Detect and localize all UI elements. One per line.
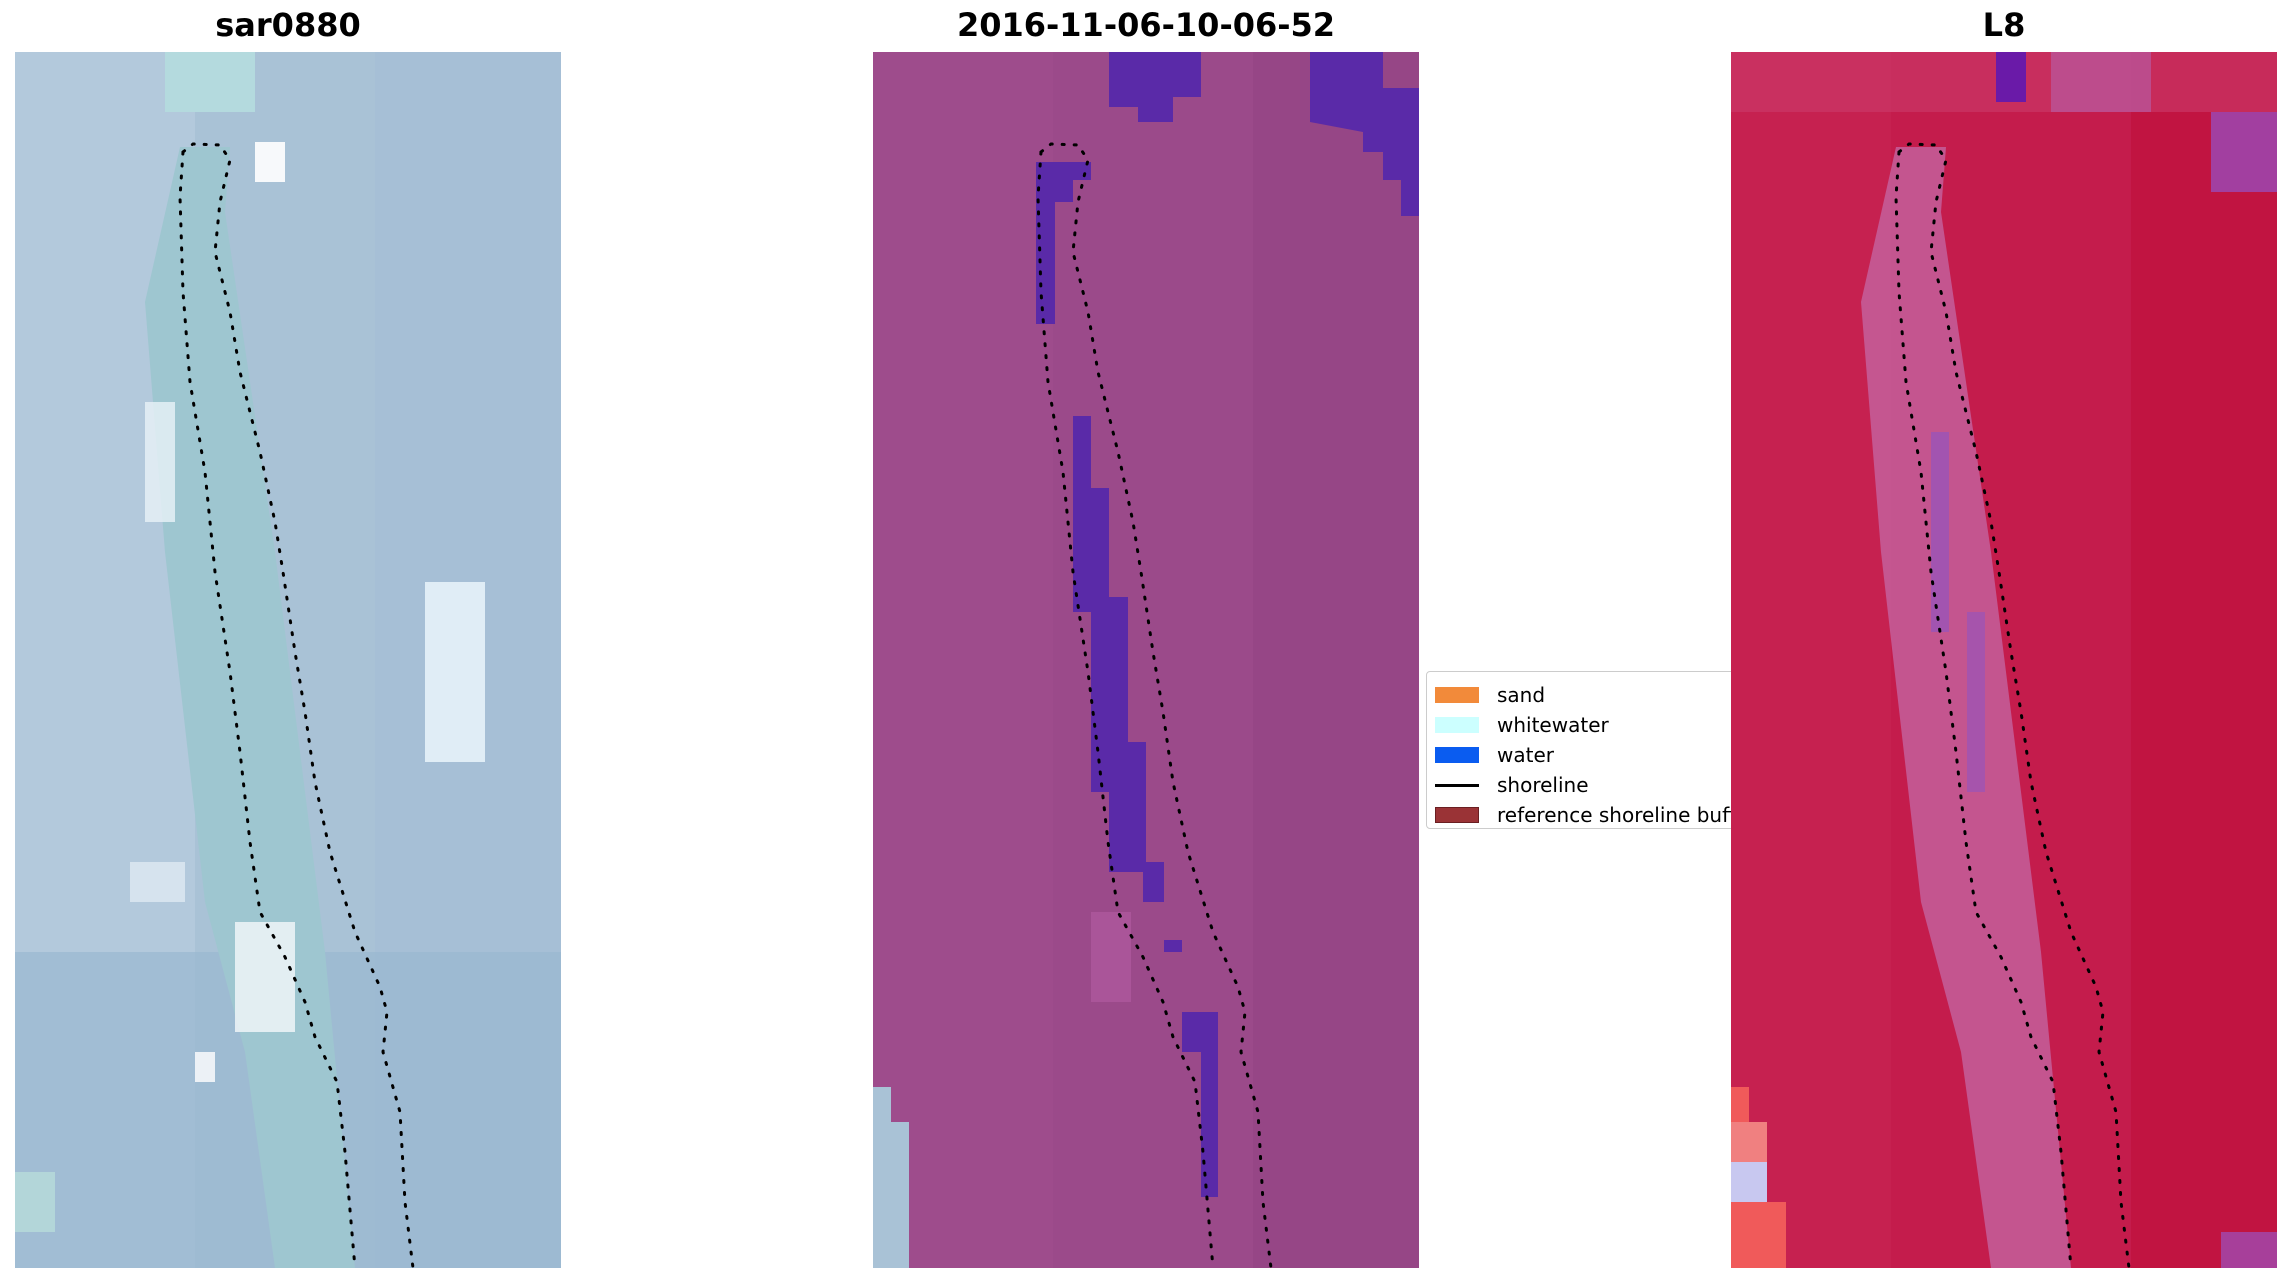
legend-item-whitewater: whitewater [1435,710,1745,740]
classified-image [873,52,1419,1268]
whitewater-swatch [1435,717,1479,733]
sand-swatch [1435,687,1479,703]
legend-label-sand: sand [1497,683,1546,707]
legend-item-sand: sand [1435,680,1745,710]
legend-label-shoreline: shoreline [1497,773,1589,797]
legend-item-reference-buffer: reference shoreline buffer [1435,800,1746,828]
panel-title-rgb: sar0880 [215,6,361,44]
legend-label-water: water [1497,743,1554,767]
shoreline-overlay-classified [1036,142,1273,1268]
reference-buffer-swatch [1435,807,1479,823]
l8-image-panel [1731,52,2277,1268]
l8-image [1731,52,2277,1268]
legend-label-whitewater: whitewater [1497,713,1609,737]
legend-label-reference-buffer: reference shoreline buffer [1497,803,1746,827]
panel-title-classified: 2016-11-06-10-06-52 [956,6,1336,44]
water-swatch [1435,747,1479,763]
shoreline-overlay-l8 [1894,142,2131,1268]
legend: sand whitewater water shoreline referenc… [1426,671,1746,829]
shoreline-line-swatch [1435,783,1479,787]
legend-item-water: water [1435,740,1745,770]
shoreline-overlay-rgb [178,142,415,1268]
legend-item-shoreline: shoreline [1435,770,1745,800]
classified-image-panel [873,52,1419,1268]
panel-title-ndwi: L8 [1982,6,2026,44]
